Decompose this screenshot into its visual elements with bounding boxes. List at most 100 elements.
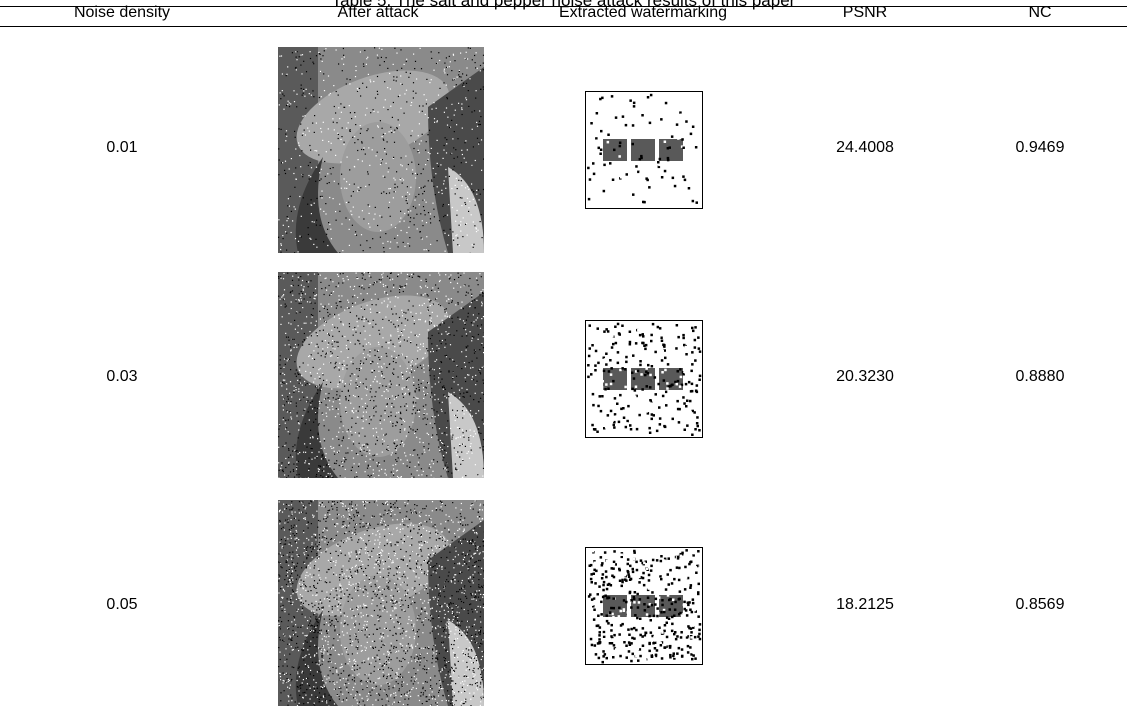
noise-dot (289, 556, 290, 557)
noise-dot (464, 202, 465, 203)
noise-dot (378, 462, 379, 463)
noise-dot (444, 387, 445, 388)
noise-dot (400, 412, 401, 413)
noise-dot (407, 199, 408, 200)
noise-dot (649, 399, 652, 402)
noise-dot (388, 416, 389, 417)
noise-dot (682, 396, 685, 399)
noise-dot (467, 316, 468, 317)
noise-dot (588, 198, 591, 201)
noise-dot (667, 355, 670, 358)
noise-dot (315, 631, 316, 632)
noise-dot (313, 63, 314, 64)
noise-dot (315, 537, 316, 538)
noise-dot (318, 471, 319, 472)
noise-dot (288, 101, 289, 102)
noise-dot (284, 289, 285, 290)
noise-dot (293, 527, 294, 528)
noise-dot (358, 411, 359, 412)
noise-dot (395, 179, 396, 180)
noise-dot (321, 96, 322, 97)
noise-dot (294, 320, 295, 321)
noise-dot (285, 345, 286, 346)
noise-dot (682, 365, 685, 368)
noise-dot (288, 402, 289, 403)
noise-dot (401, 661, 402, 662)
noise-dot (470, 684, 471, 685)
noise-dot (468, 285, 469, 286)
noise-dot (418, 657, 419, 658)
noise-dot (379, 334, 380, 335)
noise-dot (343, 699, 344, 700)
noise-dot (342, 431, 343, 432)
noise-dot (596, 112, 599, 115)
noise-dot (302, 671, 303, 672)
noise-dot (340, 273, 341, 274)
noise-dot (430, 222, 431, 223)
noise-dot (590, 336, 593, 339)
noise-dot (281, 465, 282, 466)
noise-dot (363, 615, 364, 616)
noise-dot (331, 620, 332, 621)
noise-dot (462, 687, 463, 688)
noise-dot (609, 333, 612, 336)
noise-dot (395, 553, 396, 554)
noise-dot (378, 357, 379, 358)
noise-dot (310, 698, 311, 699)
noise-dot (411, 102, 412, 103)
noise-dot (649, 122, 652, 125)
noise-dot (480, 124, 481, 125)
noise-dot (303, 93, 304, 94)
noise-dot (329, 466, 330, 467)
noise-dot (469, 201, 470, 202)
noise-dot (291, 538, 292, 539)
noise-dot (332, 409, 333, 410)
noise-dot (431, 343, 432, 344)
noise-dot (387, 513, 388, 514)
noise-dot (310, 51, 311, 52)
noise-dot (284, 380, 285, 381)
noise-dot (289, 433, 290, 434)
noise-dot (478, 143, 479, 144)
noise-dot (378, 350, 379, 351)
noise-dot (442, 402, 443, 403)
noise-dot (617, 193, 620, 196)
noise-dot (398, 412, 399, 413)
noise-dot (329, 400, 330, 401)
noise-dot (399, 125, 400, 126)
noise-dot (319, 580, 320, 581)
noise-dot (415, 61, 416, 62)
noise-dot (427, 287, 428, 288)
noise-dot (468, 580, 469, 581)
noise-dot (446, 434, 447, 435)
noise-dot (360, 245, 361, 246)
noise-dot (284, 445, 285, 446)
noise-dot (320, 546, 321, 547)
noise-dot (304, 462, 305, 463)
noise-dot (432, 698, 433, 699)
noise-dot (446, 67, 447, 68)
noise-dot (282, 640, 283, 641)
noise-dot (364, 272, 365, 273)
noise-dot (284, 544, 285, 545)
noise-dot (413, 570, 414, 571)
noise-dot (421, 468, 422, 469)
noise-dot (433, 186, 434, 187)
noise-dot (418, 347, 419, 348)
noise-dot (329, 314, 330, 315)
noise-dot (428, 365, 429, 366)
noise-dot (290, 403, 291, 404)
noise-dot (481, 170, 482, 171)
noise-dot (393, 64, 394, 65)
noise-dot (367, 468, 368, 469)
noise-dot (279, 501, 280, 502)
noise-dot (345, 532, 346, 533)
noise-dot (299, 695, 300, 696)
noise-dot (357, 647, 358, 648)
noise-dot (465, 654, 466, 655)
noise-dot (351, 501, 352, 502)
noise-dot (480, 552, 481, 553)
noise-dot (331, 173, 332, 174)
noise-dot (417, 429, 418, 430)
noise-dot (340, 501, 341, 502)
